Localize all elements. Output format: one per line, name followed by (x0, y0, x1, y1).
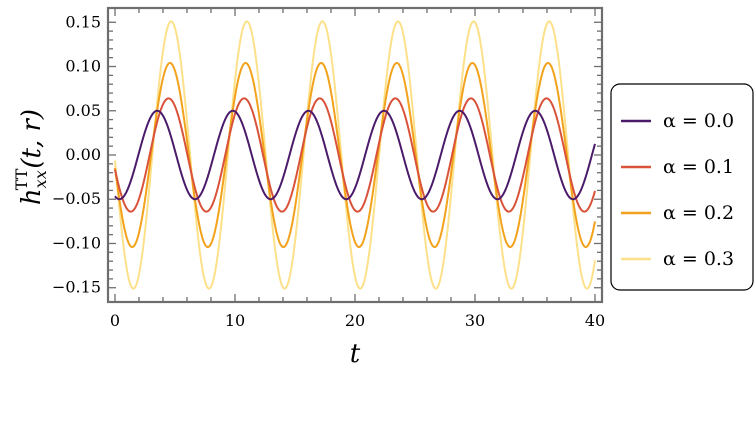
y-label-sup: TT (12, 168, 31, 190)
y-tick-label: 0.10 (65, 57, 101, 76)
series-line-1 (114, 97, 596, 213)
legend-label-1: α = 0.1 (663, 156, 734, 178)
y-tick-label: −0.10 (52, 233, 101, 252)
legend-label-2: α = 0.2 (663, 202, 734, 224)
svg-text:hxxTT(t, r): hxxTT(t, r) (12, 109, 50, 205)
legend: α = 0.0 α = 0.1 α = 0.2 α = 0.3 (610, 83, 754, 291)
series-line-3 (114, 20, 596, 290)
x-tick-label: 10 (225, 311, 245, 330)
y-label-sub: xx (31, 170, 50, 188)
y-label-main: h (17, 188, 47, 205)
y-tick-label: 0.00 (65, 145, 101, 164)
y-tick-label: 0.05 (65, 101, 101, 120)
y-tick-label: −0.15 (52, 278, 101, 297)
x-axis-label: t (350, 339, 361, 369)
y-label-args: (t, r) (17, 109, 47, 169)
legend-label-3: α = 0.3 (663, 248, 734, 270)
y-tick-label: 0.15 (65, 12, 101, 31)
series-line-0 (114, 109, 596, 201)
y-axis-label: hxxTT(t, r) (12, 109, 50, 205)
legend-box (610, 83, 754, 291)
x-tick-label: 0 (110, 311, 120, 330)
plot-frame (106, 6, 604, 304)
plot-lines (114, 20, 596, 290)
x-tick-label: 30 (465, 311, 485, 330)
x-tick-label: 20 (345, 311, 365, 330)
legend-label-0: α = 0.0 (663, 110, 734, 132)
y-axis: −0.15 −0.10 −0.05 0.00 0.05 0.10 0.15 (52, 12, 601, 297)
y-tick-label: −0.05 (52, 189, 101, 208)
x-tick-label: 40 (585, 311, 605, 330)
x-axis: 0 10 20 30 40 (110, 9, 605, 330)
